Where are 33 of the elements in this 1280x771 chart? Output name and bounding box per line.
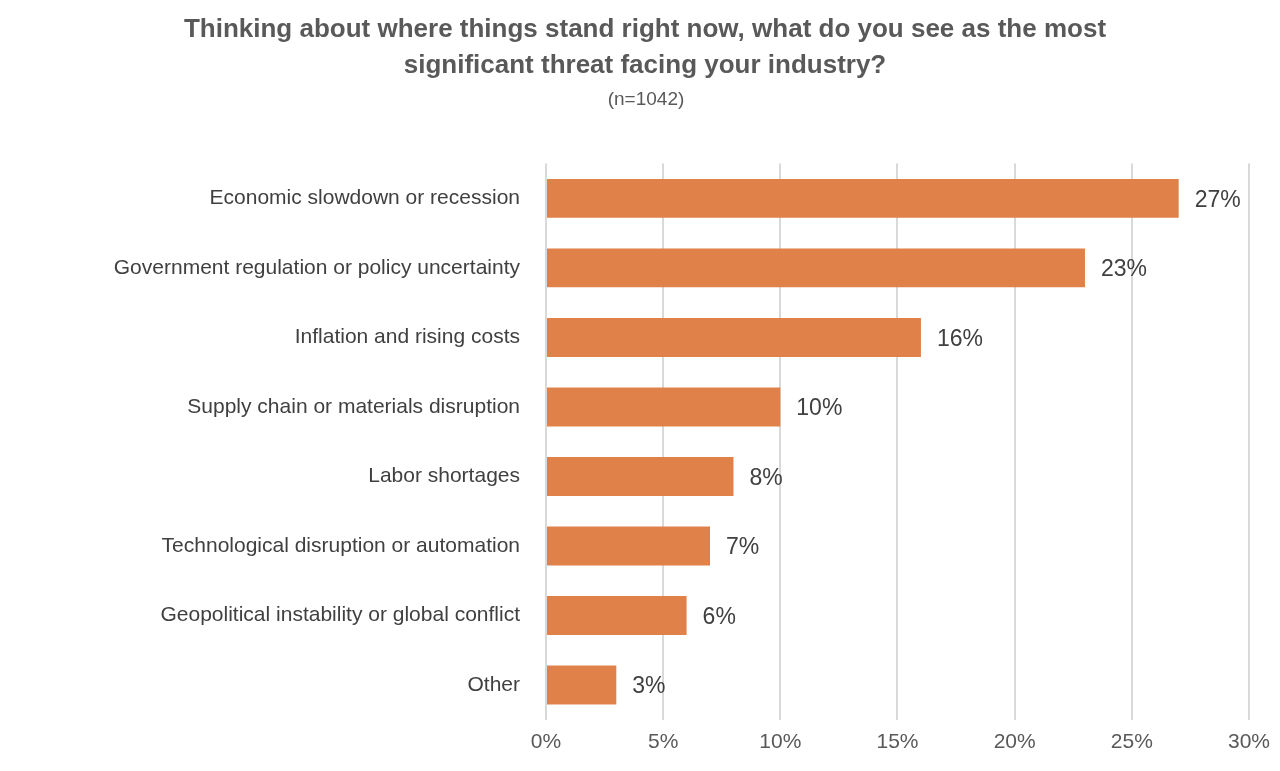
bar [547,526,711,566]
x-tick-label: 25% [1110,729,1153,753]
bar [547,596,687,635]
y-tick-label: Inflation and rising costs [294,324,520,348]
y-tick-label: Labor shortages [368,463,520,487]
y-tick-label: Geopolitical instability or global conflict [160,602,521,626]
bar [547,248,1085,288]
chart-title: Thinking about where things stand right now, what do you see as the most significant threat facing your industry? [182,12,1108,81]
bar [547,178,1179,218]
data-label: 23% [1100,255,1147,282]
bar [547,317,921,357]
x-tick-label: 20% [993,729,1036,753]
data-label: 7% [726,533,760,560]
data-label: 16% [936,324,983,351]
x-tick-label: 5% [647,729,679,753]
chart-subtitle: (n=1042) [606,88,686,110]
data-label: 3% [632,672,666,699]
data-label: 8% [749,463,783,490]
x-tick-label: 10% [759,729,802,753]
x-tick-label: 15% [876,729,919,753]
bar [547,457,734,496]
x-tick-label: 30% [1227,729,1270,753]
y-tick-label: Technological disruption or automation [161,532,520,556]
y-tick-label: Other [467,671,520,695]
y-tick-label: Government regulation or policy uncertainty [113,254,521,278]
bar [547,387,781,427]
x-tick-label: 0% [530,729,562,753]
bar [547,665,617,705]
data-label: 6% [702,602,736,629]
data-label: 10% [796,394,843,421]
y-tick-label: Economic slowdown or recession [209,185,520,209]
y-tick-label: Supply chain or materials disruption [187,393,520,417]
data-label: 27% [1194,185,1241,212]
